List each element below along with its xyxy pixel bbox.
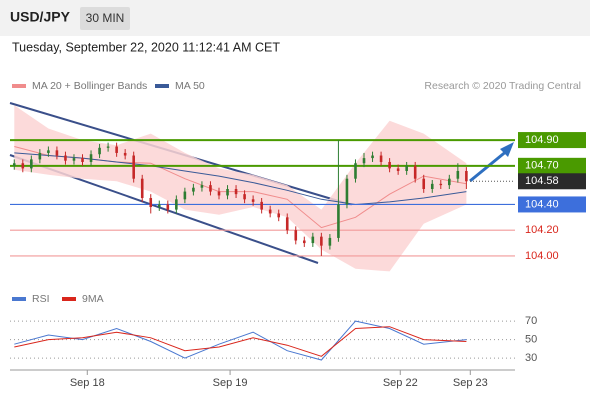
y-tick-label: 30: [525, 352, 537, 364]
candle-body: [175, 199, 178, 210]
candle-body: [106, 146, 110, 148]
level-label: 104.70: [525, 160, 559, 172]
level-label: 104.00: [525, 250, 559, 262]
candle-body: [277, 213, 281, 218]
last-price-box: [518, 173, 586, 190]
candle-body: [456, 170, 460, 179]
candle-body: [388, 161, 391, 169]
level-label: 104.20: [525, 224, 559, 236]
timeframe[interactable]: 30 MIN: [86, 11, 125, 25]
candle-body: [149, 198, 153, 208]
legend-swatch: [155, 84, 169, 88]
timeframe-pill[interactable]: [80, 7, 130, 30]
candle-body: [354, 163, 357, 179]
legend-label: MA 50: [175, 80, 205, 92]
candle-body: [72, 158, 76, 161]
candle-body: [294, 230, 298, 241]
x-tick-label: Sep 19: [213, 377, 248, 389]
candle-body: [81, 158, 84, 162]
candle-body: [217, 191, 221, 196]
y-tick-label: 70: [525, 315, 537, 327]
candle-body: [140, 178, 144, 199]
candle-body: [448, 178, 451, 186]
candle-body: [465, 170, 468, 182]
candle-body: [30, 159, 33, 169]
candle-body: [371, 155, 374, 159]
candle-body: [337, 204, 340, 238]
candle-body: [251, 199, 255, 202]
candle-body: [328, 237, 332, 246]
candle-body: [64, 155, 67, 161]
candle-body: [55, 150, 59, 156]
pair: USD/JPY: [10, 9, 71, 25]
candle-body: [226, 189, 229, 196]
candle-body: [38, 152, 42, 160]
candle-body: [430, 183, 434, 189]
candle-body: [268, 209, 272, 214]
legend-label: RSI: [32, 293, 50, 305]
candle-body: [234, 189, 238, 195]
legend-label: 9MA: [82, 293, 104, 305]
candle-body: [285, 217, 289, 231]
candle-body: [192, 187, 195, 192]
candle-body: [89, 154, 93, 162]
candle-body: [98, 147, 101, 155]
candle-body: [439, 183, 443, 186]
candle-body: [12, 163, 16, 166]
moving-average: [14, 152, 467, 206]
x-tick-label: Sep 22: [383, 377, 418, 389]
last-price-label: 104.58: [525, 175, 559, 187]
x-tick-label: Sep 23: [453, 377, 488, 389]
candle-body: [362, 158, 366, 164]
level-box: [518, 196, 586, 213]
candle-body: [302, 240, 306, 244]
arrow-head: [500, 142, 514, 157]
indicator-line: [14, 326, 467, 357]
candle-body: [47, 150, 50, 153]
candle-body: [21, 163, 25, 169]
candle-body: [311, 236, 315, 244]
candle-body: [405, 165, 408, 171]
candle-body: [379, 155, 383, 162]
y-tick-label: 50: [525, 334, 537, 346]
legend-swatch: [62, 297, 76, 301]
indicator-line: [14, 320, 467, 361]
level-label: 104.90: [525, 134, 559, 146]
level-box: [518, 132, 586, 149]
candle-body: [345, 178, 349, 205]
candle-body: [157, 204, 161, 208]
source: Research © 2020 Trading Central: [424, 80, 581, 92]
datetime: Tuesday, September 22, 2020 11:12:41 AM …: [12, 40, 280, 54]
legend-swatch: [12, 297, 26, 301]
bollinger-band: [14, 105, 467, 272]
legend-swatch: [12, 84, 26, 88]
x-tick-label: Sep 18: [70, 377, 105, 389]
candle-body: [200, 185, 204, 188]
candle-body: [115, 146, 118, 153]
level-label: 104.40: [525, 198, 559, 210]
candle-body: [422, 178, 426, 189]
candle-body: [243, 194, 246, 200]
candle-body: [413, 165, 417, 179]
level-box: [518, 157, 586, 174]
candle-body: [320, 236, 323, 246]
candle-body: [166, 204, 170, 210]
legend-label: MA 20 + Bollinger Bands: [32, 80, 147, 92]
candle-body: [260, 201, 263, 210]
candle-body: [209, 185, 212, 192]
candle-body: [132, 155, 135, 179]
candle-body: [183, 191, 187, 200]
candle-body: [396, 168, 400, 171]
candle-body: [123, 152, 127, 156]
